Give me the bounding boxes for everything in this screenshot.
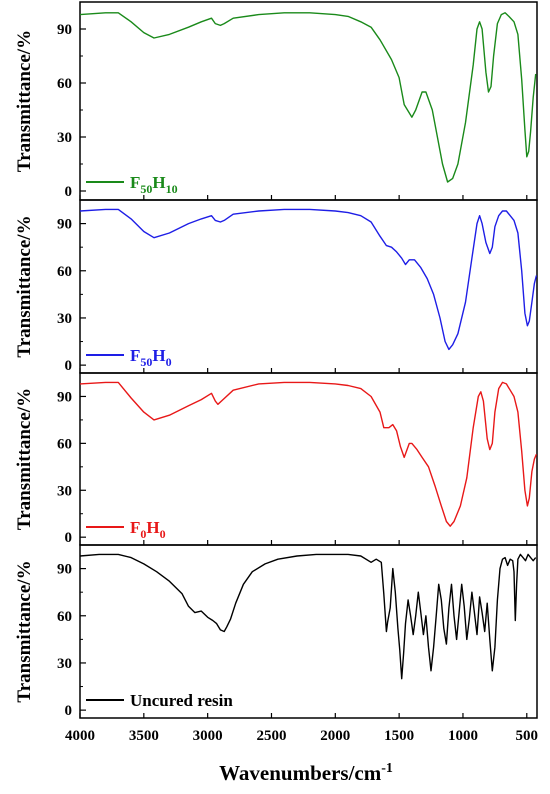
legend-letter: F [130,518,140,537]
legend-subscript: 10 [166,182,178,196]
legend-label: F0H0 [130,518,166,541]
legend-subscript: 0 [166,355,172,369]
y-tick-label: 0 [65,703,73,719]
x-tick-label: 3000 [193,728,223,744]
y-tick-label: 60 [57,264,72,280]
legend-label: Uncured resin [130,691,233,710]
y-tick-label: 90 [57,389,72,405]
x-axis: 4000 3500 3000 2500 2000 1500 1000 500 [65,728,538,744]
series-line [79,208,538,351]
y-axis-title: Transmittance/% [14,560,35,702]
y-tick-label: 60 [57,436,72,452]
y-tick-label: 0 [65,530,73,546]
y-tick-label: 90 [57,217,72,233]
legend-label: F50H10 [130,173,178,196]
panel-1: 0 30 60 90 F50H10 Transmittance/% [14,1,538,201]
chart-panels: 0306090F50H10Transmittance/%0306090F50H0… [14,1,538,719]
y-axis-title: Transmittance/% [14,388,35,530]
x-tick-label: 3500 [129,728,159,744]
y-axis-title: Transmittance/% [14,30,35,172]
panel-frame [79,544,538,719]
legend-letter: H [152,346,165,365]
x-tick-label: 500 [516,728,539,744]
y-axis-title: Transmittance/% [14,215,35,357]
y-tick-label: 0 [65,184,73,200]
legend-subscript: 50 [140,182,152,196]
x-tick-label: 1500 [384,728,414,744]
series-line [79,381,538,527]
panel-4: 0 30 60 90 Uncured resin Transmittance/% [14,544,538,719]
legend-label: F50H0 [130,346,172,369]
x-tick-label: 2500 [256,728,286,744]
legend-letter: F [130,346,140,365]
y-tick-label: 90 [57,22,72,38]
y-tick-label: 60 [57,76,72,92]
series-line [79,12,537,183]
legend-subscript: 50 [140,355,152,369]
legend-letter: F [130,173,140,192]
x-tick-label: 1000 [448,728,478,744]
y-tick-label: 60 [57,609,72,625]
y-tick-label: 30 [57,656,72,672]
legend-subscript: 0 [160,527,166,541]
legend-subscript: 0 [140,527,146,541]
x-axis-title: Wavenumbers/cm-1 [219,761,393,785]
series-line [79,553,537,680]
y-tick-label: 30 [57,130,72,146]
y-tick-label: 90 [57,562,72,578]
legend-letter: H [152,173,165,192]
y-tick-label: 0 [65,358,73,374]
x-tick-label: 4000 [65,728,95,744]
y-tick-label: 30 [57,311,72,327]
legend-letter: H [146,518,159,537]
x-tick-label: 2000 [320,728,350,744]
y-tick-label: 30 [57,483,72,499]
